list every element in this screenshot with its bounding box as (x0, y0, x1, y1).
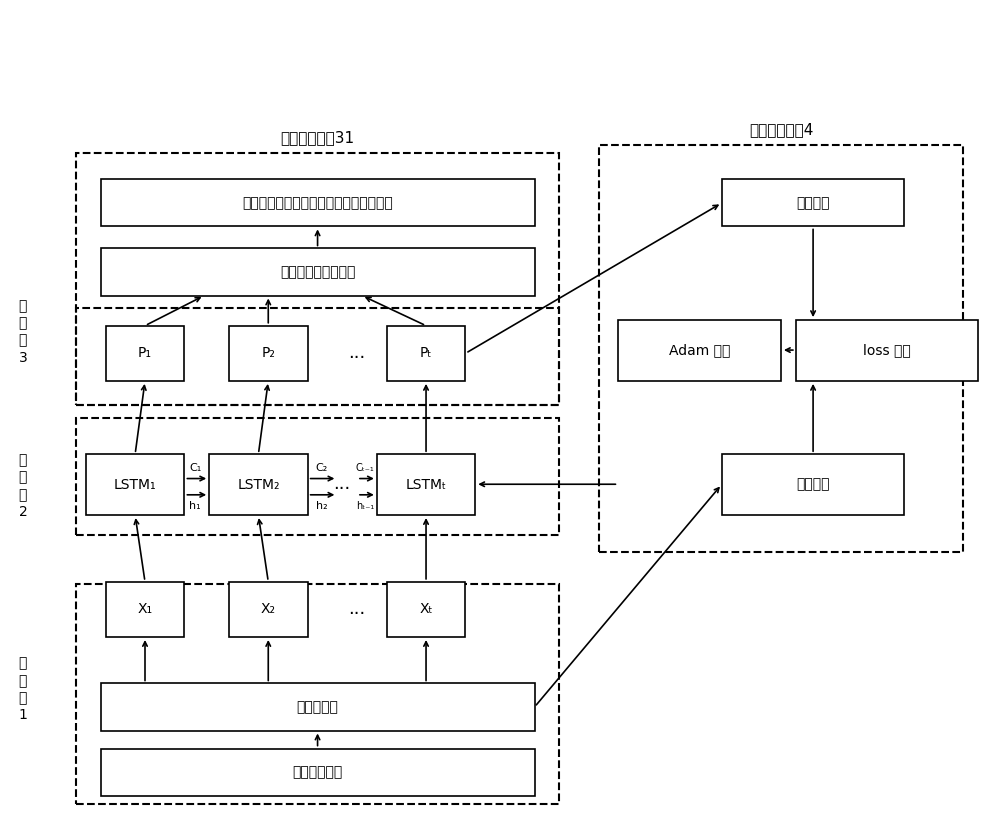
Text: 网络训练模块4: 网络训练模块4 (749, 122, 813, 137)
Text: 数据预处理: 数据预处理 (297, 700, 339, 714)
Text: LSTM₂: LSTM₂ (237, 478, 280, 491)
Text: LSTM₁: LSTM₁ (114, 478, 156, 491)
FancyBboxPatch shape (101, 748, 535, 796)
Text: 迭代预测、反标准化: 迭代预测、反标准化 (280, 265, 355, 279)
FancyBboxPatch shape (722, 179, 904, 227)
Text: C₁: C₁ (189, 463, 201, 473)
FancyBboxPatch shape (101, 248, 535, 295)
Text: 网络预测模块31: 网络预测模块31 (281, 130, 355, 146)
FancyBboxPatch shape (796, 320, 978, 381)
FancyBboxPatch shape (106, 582, 184, 637)
FancyBboxPatch shape (377, 454, 475, 515)
Text: 故障时间序列: 故障时间序列 (292, 765, 343, 779)
Text: h₁: h₁ (189, 500, 201, 510)
Text: 与测试集对应的故障发生时间或节点位置: 与测试集对应的故障发生时间或节点位置 (242, 196, 393, 210)
Text: P₂: P₂ (261, 347, 275, 361)
Text: 输
入
层
1: 输 入 层 1 (19, 657, 28, 723)
FancyBboxPatch shape (106, 326, 184, 381)
Text: C₂: C₂ (315, 463, 328, 473)
Text: LSTMₜ: LSTMₜ (405, 478, 447, 491)
FancyBboxPatch shape (387, 582, 465, 637)
Text: Cₜ₋₁: Cₜ₋₁ (356, 463, 374, 473)
Text: ...: ... (348, 600, 366, 619)
Text: hₜ₋₁: hₜ₋₁ (356, 500, 374, 510)
Text: X₁: X₁ (137, 602, 153, 616)
Text: P₁: P₁ (138, 347, 152, 361)
FancyBboxPatch shape (722, 454, 904, 515)
Text: h₂: h₂ (316, 500, 327, 510)
Text: ...: ... (334, 476, 351, 493)
FancyBboxPatch shape (101, 683, 535, 730)
FancyBboxPatch shape (209, 454, 308, 515)
FancyBboxPatch shape (86, 454, 184, 515)
FancyBboxPatch shape (618, 320, 781, 381)
FancyBboxPatch shape (229, 582, 308, 637)
Text: 输
出
层
3: 输 出 层 3 (19, 299, 28, 365)
Text: loss 计算: loss 计算 (863, 343, 911, 357)
Text: 隐
藏
层
2: 隐 藏 层 2 (19, 453, 28, 519)
FancyBboxPatch shape (101, 179, 535, 227)
FancyBboxPatch shape (229, 326, 308, 381)
FancyBboxPatch shape (387, 326, 465, 381)
Text: Pₜ: Pₜ (420, 347, 432, 361)
Text: 模型输出: 模型输出 (796, 196, 830, 210)
Text: 理论输出: 理论输出 (796, 478, 830, 491)
Text: ...: ... (348, 344, 366, 362)
Text: Xₜ: Xₜ (419, 602, 433, 616)
Text: Adam 优化: Adam 优化 (669, 343, 730, 357)
Text: X₂: X₂ (261, 602, 276, 616)
